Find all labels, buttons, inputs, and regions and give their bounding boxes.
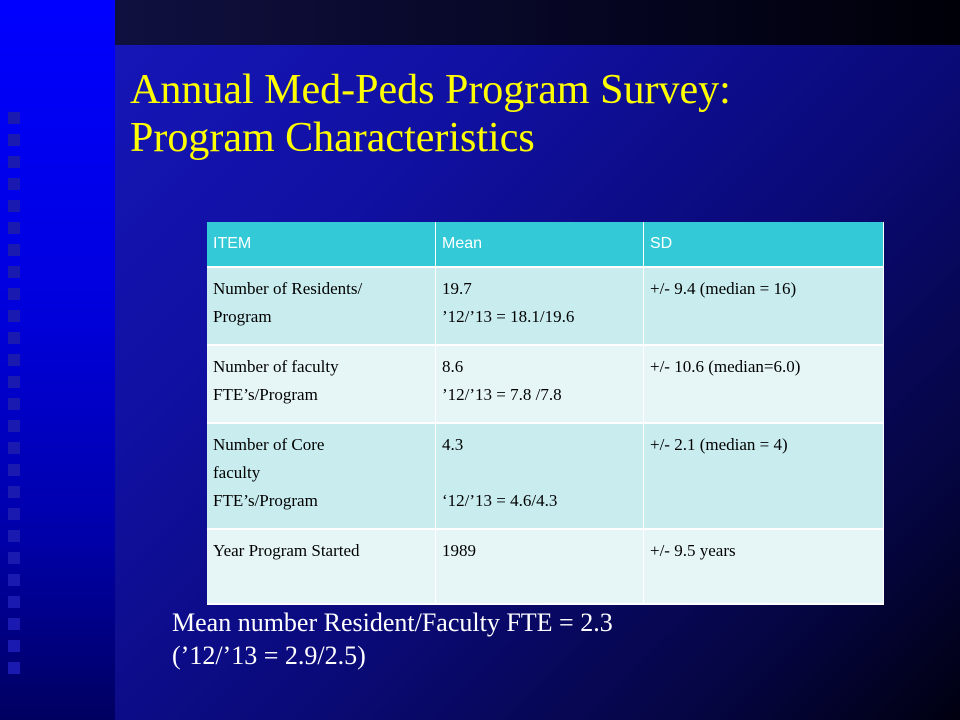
characteristics-table: ITEM Mean SD Number of Residents/ Progra… xyxy=(207,222,884,605)
summary-line2: (’12/’13 = 2.9/2.5) xyxy=(172,641,366,670)
cell-text: Number of Residents/ xyxy=(213,279,363,298)
decorative-square-column xyxy=(8,112,20,684)
header-mean: Mean xyxy=(435,222,644,268)
cell-text: ’12/’13 = 7.8 /7.8 xyxy=(442,385,562,404)
cell-text: FTE’s/Program xyxy=(213,491,318,510)
cell-text: Year Program Started xyxy=(213,541,360,560)
cell-text: Number of Core xyxy=(213,435,325,454)
cell-text: Number of faculty xyxy=(213,357,339,376)
slide-title-line2: Program Characteristics xyxy=(130,115,535,161)
cell-sd: +/- 10.6 (median=6.0) xyxy=(643,345,884,424)
cell-text: faculty xyxy=(213,463,261,482)
cell-text: 8.6 xyxy=(442,357,464,376)
table-row: Year Program Started 1989 +/- 9.5 years xyxy=(207,529,884,605)
cell-sd: +/- 2.1 (median = 4) xyxy=(643,423,884,530)
table-header-row: ITEM Mean SD xyxy=(207,222,884,268)
cell-text: 19.7 xyxy=(442,279,472,298)
cell-text: ‘12/’13 = 4.6/4.3 xyxy=(442,491,558,510)
summary-line1: Mean number Resident/Faculty FTE = 2.3 xyxy=(172,608,613,637)
cell-item: Year Program Started xyxy=(207,529,436,605)
table-row: Number of Core faculty FTE’s/Program 4.3… xyxy=(207,423,884,530)
cell-sd: +/- 9.4 (median = 16) xyxy=(643,267,884,346)
cell-text: ’12/’13 = 18.1/19.6 xyxy=(442,307,575,326)
cell-text: FTE’s/Program xyxy=(213,385,318,404)
cell-sd: +/- 9.5 years xyxy=(643,529,884,605)
cell-text: Program xyxy=(213,307,272,326)
table-row: Number of faculty FTE’s/Program 8.6 ’12/… xyxy=(207,345,884,424)
cell-text: 1989 xyxy=(442,541,476,560)
header-sd: SD xyxy=(643,222,884,268)
cell-mean: 1989 xyxy=(435,529,644,605)
cell-item: Number of faculty FTE’s/Program xyxy=(207,345,436,424)
table-row: Number of Residents/ Program 19.7 ’12/’1… xyxy=(207,267,884,346)
slide-title-line1: Annual Med-Peds Program Survey: xyxy=(130,67,731,113)
header-item: ITEM xyxy=(207,222,436,268)
slide-title: Annual Med-Peds Program Survey: Program … xyxy=(130,66,930,162)
cell-item: Number of Residents/ Program xyxy=(207,267,436,346)
cell-mean: 4.3 ‘12/’13 = 4.6/4.3 xyxy=(435,423,644,530)
cell-text: 4.3 xyxy=(442,435,464,454)
cell-mean: 8.6 ’12/’13 = 7.8 /7.8 xyxy=(435,345,644,424)
cell-text xyxy=(442,459,637,487)
summary-text: Mean number Resident/Faculty FTE = 2.3 (… xyxy=(172,606,613,672)
cell-item: Number of Core faculty FTE’s/Program xyxy=(207,423,436,530)
cell-mean: 19.7 ’12/’13 = 18.1/19.6 xyxy=(435,267,644,346)
top-decorative-band xyxy=(115,0,960,45)
